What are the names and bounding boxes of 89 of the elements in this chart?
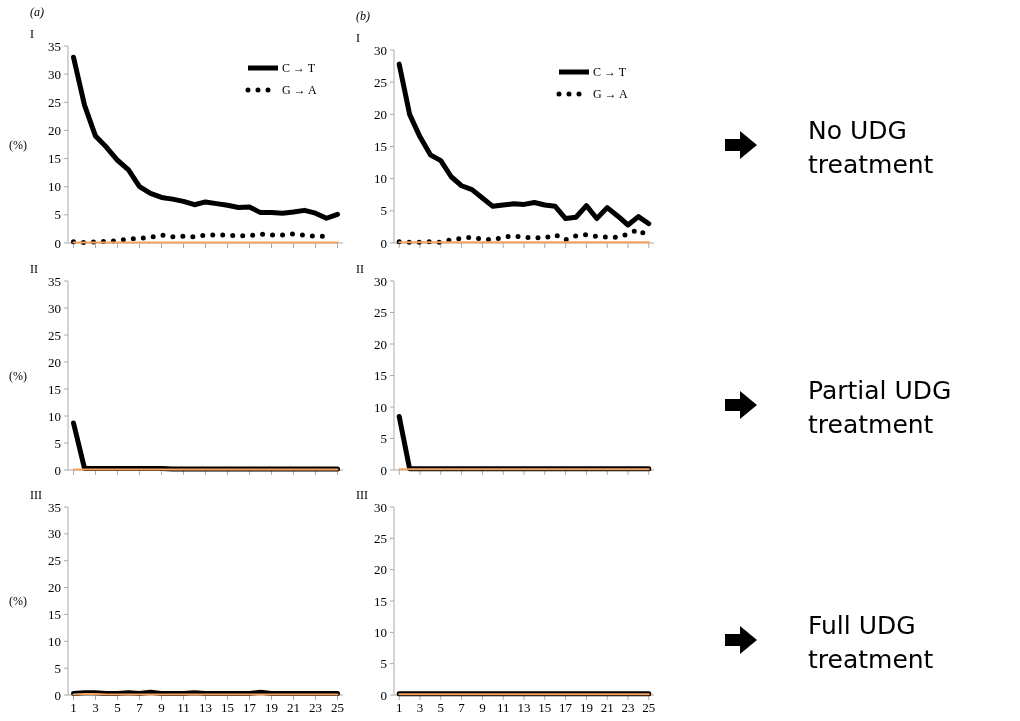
y-tick-label: 0 — [380, 462, 387, 478]
y-tick-label: 5 — [380, 656, 387, 672]
y-tick-label: 15 — [48, 151, 61, 167]
x-tick-label: 11 — [496, 700, 510, 715]
legend-label: C → T — [282, 61, 316, 76]
x-tick-label: 19 — [265, 700, 278, 715]
x-tick-label: 13 — [199, 700, 212, 715]
y-tick-label: 15 — [374, 593, 387, 609]
x-tick-label: 23 — [309, 700, 322, 715]
x-tick-label: 17 — [559, 700, 573, 715]
x-tick-label: 5 — [437, 700, 445, 715]
y-tick-label: 0 — [380, 235, 387, 251]
y-tick-label: 15 — [48, 381, 61, 397]
x-tick-label: 9 — [479, 700, 486, 715]
chart-subtitle: III — [30, 488, 42, 502]
x-tick-label: 9 — [158, 700, 165, 715]
y-tick-label: 25 — [48, 553, 61, 569]
y-tick-label: 20 — [48, 122, 61, 138]
y-tick-label: 35 — [48, 273, 61, 289]
x-tick-label: 17 — [243, 700, 257, 715]
y-tick-label: 5 — [54, 207, 61, 223]
text: Full UDG treatment — [808, 611, 934, 674]
legend-label: G → A — [593, 87, 628, 102]
y-tick-label: 25 — [48, 327, 61, 343]
x-tick-label: 3 — [416, 700, 424, 715]
y-tick-label: 20 — [48, 580, 61, 596]
y-tick-label: 10 — [48, 179, 61, 195]
x-tick-label: 19 — [579, 700, 593, 715]
x-tick-label: 11 — [177, 700, 190, 715]
chart-title: (b) — [356, 9, 370, 23]
y-tick-label: 25 — [48, 94, 61, 110]
y-tick-label: 10 — [374, 624, 387, 640]
chart-subtitle: II — [30, 262, 38, 276]
x-tick-label: 25 — [331, 700, 344, 715]
chart-subtitle: III — [356, 488, 368, 502]
x-tick-label: 3 — [92, 700, 99, 715]
y-tick-label: 5 — [54, 660, 61, 676]
text: No UDG treatment — [808, 116, 934, 179]
legend-label: G → A — [282, 83, 317, 98]
y-tick-label: 30 — [48, 300, 61, 316]
y-tick-label: 30 — [374, 42, 387, 58]
y-tick-label: 15 — [374, 368, 387, 384]
y-tick-label: 30 — [374, 273, 387, 289]
y-tick-label: 20 — [374, 336, 387, 352]
y-tick-label: 30 — [48, 526, 61, 542]
y-tick-label: 30 — [48, 66, 61, 82]
x-tick-label: 1 — [70, 700, 77, 715]
x-tick-label: 23 — [621, 700, 635, 715]
x-tick-label: 5 — [114, 700, 121, 715]
chart-subtitle: I — [30, 27, 34, 41]
chart-subtitle: I — [356, 31, 360, 45]
y-axis-title: (%) — [9, 594, 27, 609]
x-tick-label: 1 — [395, 700, 403, 715]
legend-label: C → T — [593, 65, 627, 80]
x-tick-label: 21 — [287, 700, 300, 715]
x-tick-label: 7 — [136, 700, 144, 715]
text: Partial UDG treatment — [808, 376, 952, 439]
y-tick-label: 30 — [374, 499, 387, 515]
y-tick-label: 5 — [380, 431, 387, 447]
y-tick-label: 0 — [54, 462, 61, 478]
y-tick-label: 35 — [48, 38, 61, 54]
y-tick-label: 0 — [380, 687, 387, 703]
y-tick-label: 0 — [54, 687, 61, 703]
y-tick-label: 5 — [380, 203, 387, 219]
y-tick-label: 25 — [374, 530, 387, 546]
y-tick-label: 20 — [48, 354, 61, 370]
y-tick-label: 25 — [374, 74, 387, 90]
x-tick-label: 7 — [458, 700, 466, 715]
y-tick-label: 5 — [54, 435, 61, 451]
y-tick-label: 10 — [48, 633, 61, 649]
y-tick-label: 10 — [374, 171, 387, 187]
y-tick-label: 0 — [54, 235, 61, 251]
y-tick-label: 25 — [374, 305, 387, 321]
x-tick-label: 21 — [600, 700, 614, 715]
y-tick-label: 15 — [374, 139, 387, 155]
chart-subtitle: II — [356, 262, 364, 276]
y-axis-title: (%) — [9, 368, 27, 383]
x-tick-label: 15 — [221, 700, 234, 715]
y-tick-label: 10 — [48, 408, 61, 424]
y-tick-label: 15 — [48, 606, 61, 622]
x-tick-label: 13 — [517, 700, 531, 715]
y-tick-label: 10 — [374, 399, 387, 415]
chart-title: (a) — [30, 5, 44, 19]
y-tick-label: 35 — [48, 499, 61, 515]
y-tick-label: 20 — [374, 562, 387, 578]
x-tick-label: 15 — [538, 700, 552, 715]
y-tick-label: 20 — [374, 106, 387, 122]
y-axis-title: (%) — [9, 137, 27, 152]
x-tick-label: 25 — [642, 700, 656, 715]
